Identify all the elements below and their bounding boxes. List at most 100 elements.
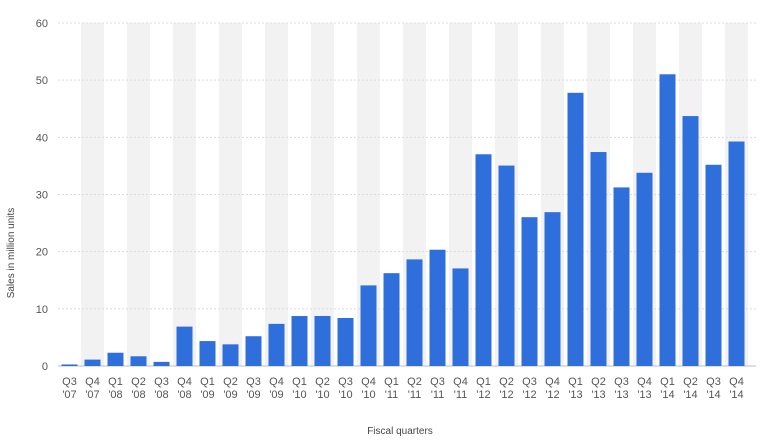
x-tick-label: Q2 (131, 376, 146, 388)
x-axis-title: Fiscal quarters (367, 426, 433, 437)
x-tick-label: '11 (431, 389, 445, 401)
x-tick-label: Q1 (568, 376, 583, 388)
x-tick-label: '10 (338, 389, 352, 401)
x-tick-label: '13 (614, 389, 628, 401)
x-axis-ticks: Q3'07Q4'07Q1'08Q2'08Q3'08Q4'08Q1'09Q2'09… (62, 376, 744, 401)
x-tick-label: Q2 (499, 376, 514, 388)
y-tick-label: 10 (36, 304, 48, 316)
x-tick-label: '14 (660, 389, 674, 401)
x-tick-label: Q4 (453, 376, 468, 388)
x-tick-label: Q3 (522, 376, 537, 388)
x-tick-label: Q4 (545, 376, 560, 388)
bar (61, 364, 78, 366)
x-tick-label: '12 (545, 389, 559, 401)
bar (659, 74, 676, 366)
x-tick-label: Q1 (660, 376, 675, 388)
x-tick-label: Q4 (85, 376, 100, 388)
bar (153, 361, 170, 366)
bar (130, 356, 147, 366)
x-tick-label: Q3 (154, 376, 169, 388)
column-band (357, 23, 380, 366)
x-tick-label: '07 (85, 389, 99, 401)
x-tick-label: Q2 (591, 376, 606, 388)
x-tick-label: Q3 (62, 376, 77, 388)
bar (636, 172, 653, 366)
x-tick-label: '12 (522, 389, 536, 401)
x-tick-label: Q2 (315, 376, 330, 388)
x-tick-label: Q3 (246, 376, 261, 388)
bar (498, 165, 515, 366)
x-tick-label: Q1 (476, 376, 491, 388)
x-tick-label: '10 (315, 389, 329, 401)
bar (314, 315, 331, 366)
x-tick-label: '10 (292, 389, 306, 401)
bar (383, 273, 400, 366)
x-tick-label: '07 (62, 389, 76, 401)
x-tick-label: Q1 (108, 376, 123, 388)
y-tick-label: 50 (36, 75, 48, 87)
y-axis-ticks: 0 10 20 30 40 50 60 (36, 18, 48, 373)
x-tick-label: '11 (385, 389, 399, 401)
bar (705, 164, 722, 366)
bar (107, 352, 124, 366)
x-tick-label: '08 (154, 389, 168, 401)
x-tick-label: '11 (454, 389, 468, 401)
x-tick-label: '13 (637, 389, 651, 401)
x-tick-label: Q3 (338, 376, 353, 388)
x-tick-label: '11 (408, 389, 422, 401)
bar-series (61, 74, 745, 366)
column-band (81, 23, 104, 366)
y-tick-label: 40 (36, 132, 48, 144)
x-tick-label: '09 (200, 389, 214, 401)
y-tick-label: 60 (36, 18, 48, 30)
x-tick-label: '13 (591, 389, 605, 401)
x-tick-label: Q4 (269, 376, 284, 388)
x-tick-label: Q2 (683, 376, 698, 388)
bar (544, 212, 561, 366)
bar (452, 268, 469, 366)
x-tick-label: '12 (476, 389, 490, 401)
x-tick-label: '08 (131, 389, 145, 401)
bar (268, 323, 285, 366)
bar (84, 359, 101, 366)
column-band (265, 23, 288, 366)
x-tick-label: Q2 (407, 376, 422, 388)
x-tick-label: '14 (729, 389, 743, 401)
x-tick-label: Q4 (177, 376, 192, 388)
x-tick-label: '12 (499, 389, 513, 401)
x-tick-label: Q1 (292, 376, 307, 388)
x-tick-label: '09 (246, 389, 260, 401)
x-tick-label: Q3 (430, 376, 445, 388)
bar (337, 317, 354, 366)
bar (199, 341, 216, 366)
y-tick-label: 30 (36, 190, 48, 202)
bar (360, 285, 377, 366)
bar (176, 326, 193, 366)
x-tick-label: Q4 (361, 376, 376, 388)
x-tick-label: '14 (706, 389, 720, 401)
x-tick-label: Q3 (614, 376, 629, 388)
x-tick-label: Q4 (637, 376, 652, 388)
y-tick-label: 0 (42, 361, 48, 373)
x-tick-label: Q1 (200, 376, 215, 388)
x-tick-label: '08 (177, 389, 191, 401)
x-tick-label: '09 (269, 389, 283, 401)
bar (222, 344, 239, 366)
bar (567, 92, 584, 366)
x-tick-label: Q2 (223, 376, 238, 388)
bar (475, 154, 492, 366)
bar (245, 336, 262, 366)
y-tick-label: 20 (36, 247, 48, 259)
x-tick-label: '13 (568, 389, 582, 401)
bar (590, 152, 607, 366)
column-band (173, 23, 196, 366)
x-tick-label: '09 (223, 389, 237, 401)
x-tick-label: Q3 (706, 376, 721, 388)
y-axis-title: Sales in million units (6, 208, 17, 299)
bar (728, 141, 745, 366)
bar (613, 187, 630, 366)
x-tick-label: Q1 (384, 376, 399, 388)
x-tick-label: Q4 (729, 376, 744, 388)
x-tick-label: '10 (361, 389, 375, 401)
